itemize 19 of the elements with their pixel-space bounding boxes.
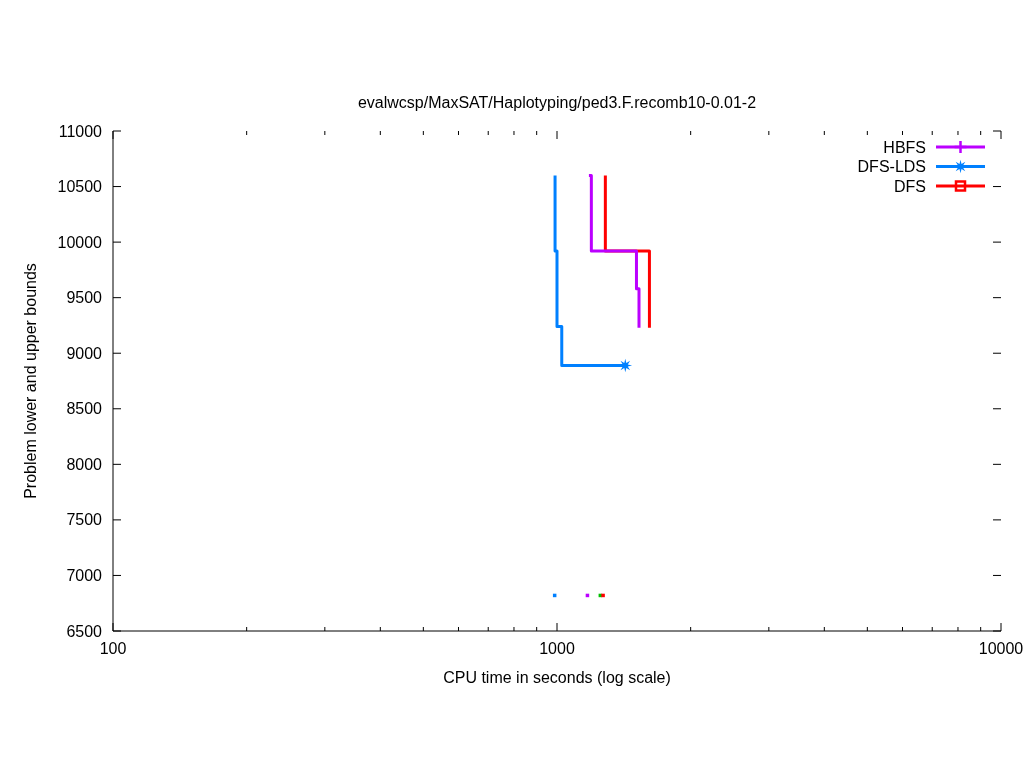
y-tick-label: 9000	[66, 344, 103, 362]
y-axis-title: Problem lower and upper bounds	[22, 263, 39, 499]
legend-label: DFS-LDS	[857, 158, 926, 176]
x-tick-label: 100	[99, 640, 127, 657]
y-tick-label: 10000	[57, 233, 103, 251]
chart-title: evalwcsp/MaxSAT/Haplotyping/ped3.F.recomb10-0.01-2	[357, 94, 757, 111]
y-tick-label: 6500	[66, 622, 103, 640]
y-tick-label: 10500	[57, 178, 103, 196]
y-tick-label: 7000	[66, 567, 103, 585]
y-tick-label: 7500	[66, 511, 103, 529]
y-tick-label: 8000	[66, 455, 103, 473]
y-tick-label: 11000	[58, 122, 103, 140]
x-axis-title: CPU time in seconds (log scale)	[443, 669, 671, 686]
y-tick-label: 9500	[66, 289, 103, 307]
legend-label: HBFS	[883, 138, 926, 156]
x-tick-label: 1000	[539, 640, 575, 657]
y-tick-label: 8500	[66, 400, 103, 418]
legend-label: DFS	[894, 177, 926, 195]
x-tick-label: 10000	[978, 640, 1024, 657]
